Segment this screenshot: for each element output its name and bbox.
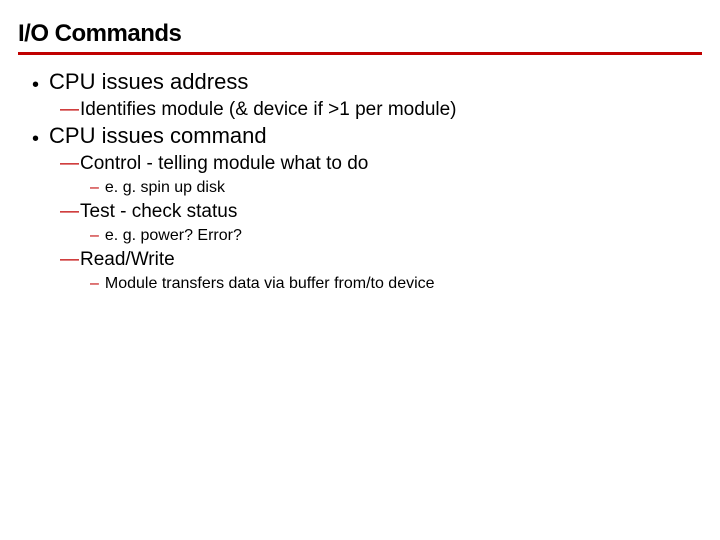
- bullet-text: Read/Write: [80, 249, 175, 271]
- bullet-level1: • CPU issues command: [32, 123, 702, 149]
- em-dash-icon: —: [60, 99, 79, 121]
- dash-icon: –: [90, 227, 99, 245]
- bullet-level2: — Control - telling module what to do: [60, 153, 702, 175]
- bullet-text: CPU issues address: [49, 69, 248, 95]
- bullet-dot-icon: •: [32, 75, 39, 95]
- bullet-text: Control - telling module what to do: [80, 153, 368, 175]
- title-underline: [18, 52, 702, 55]
- em-dash-icon: —: [60, 249, 79, 271]
- slide-title: I/O Commands: [18, 20, 702, 48]
- bullet-dot-icon: •: [32, 129, 39, 149]
- em-dash-icon: —: [60, 153, 79, 175]
- em-dash-icon: —: [60, 201, 79, 223]
- bullet-level3: – Module transfers data via buffer from/…: [90, 275, 702, 293]
- bullet-text: Identifies module (& device if >1 per mo…: [80, 99, 457, 121]
- bullet-level3: – e. g. power? Error?: [90, 227, 702, 245]
- bullet-level2: — Read/Write: [60, 249, 702, 271]
- dash-icon: –: [90, 179, 99, 197]
- bullet-level2: — Identifies module (& device if >1 per …: [60, 99, 702, 121]
- bullet-text: CPU issues command: [49, 123, 267, 149]
- bullet-text: e. g. power? Error?: [105, 227, 242, 245]
- bullet-text: Module transfers data via buffer from/to…: [105, 275, 435, 293]
- bullet-level1: • CPU issues address: [32, 69, 702, 95]
- bullet-level2: — Test - check status: [60, 201, 702, 223]
- dash-icon: –: [90, 275, 99, 293]
- bullet-level3: – e. g. spin up disk: [90, 179, 702, 197]
- bullet-text: e. g. spin up disk: [105, 179, 225, 197]
- bullet-text: Test - check status: [80, 201, 237, 223]
